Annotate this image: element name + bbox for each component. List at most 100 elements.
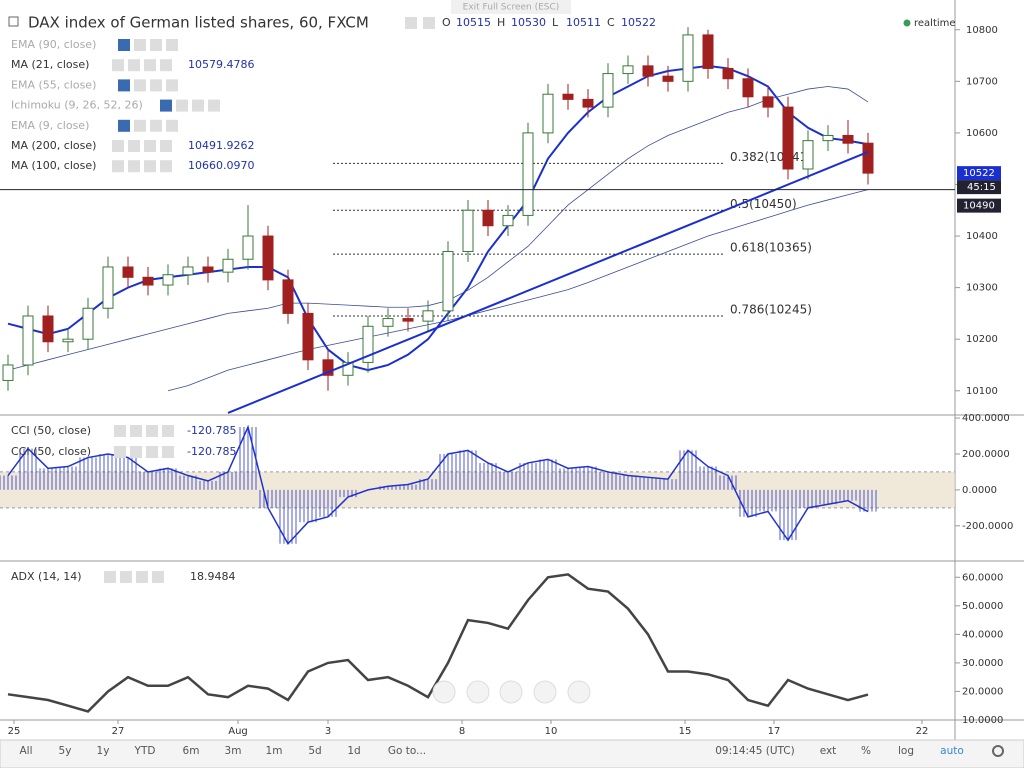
y-tick-label: 0.0000 <box>962 485 997 496</box>
scale-button[interactable]: % <box>861 745 871 757</box>
indicator-icon[interactable] <box>104 571 116 583</box>
indicator-icon[interactable] <box>112 140 124 152</box>
ohlc-key: H <box>497 16 505 29</box>
scale-button[interactable]: log <box>898 745 914 757</box>
indicator-icon[interactable] <box>118 79 130 92</box>
indicator-icon[interactable] <box>162 446 174 458</box>
candle-body <box>482 209 494 227</box>
exit-button-bg[interactable] <box>451 0 571 14</box>
zoom-out[interactable] <box>466 680 490 704</box>
indicator-icon[interactable] <box>130 446 142 458</box>
range-button[interactable]: 1m <box>266 745 283 757</box>
range-button[interactable]: 1d <box>347 745 360 757</box>
indicator-icon[interactable] <box>150 39 162 51</box>
candle-body <box>522 132 534 216</box>
range-button[interactable]: 5y <box>59 745 72 757</box>
indicator-name[interactable]: Ichimoku (9, 26, 52, 26) <box>11 99 143 112</box>
indicator-icon[interactable] <box>112 160 124 173</box>
indicator-icon[interactable] <box>146 446 158 458</box>
candle-body <box>362 325 374 363</box>
candle-body <box>862 142 874 174</box>
settings-icon[interactable] <box>405 17 417 29</box>
collapse-icon[interactable] <box>8 16 19 27</box>
indicator-icon[interactable] <box>134 119 146 132</box>
indicator-icon[interactable] <box>114 446 126 458</box>
cci-legend[interactable]: CCI (50, close) <box>11 445 91 458</box>
indicator-icon[interactable] <box>160 99 172 112</box>
x-tick-label: 15 <box>679 726 692 737</box>
candle-body <box>442 251 454 312</box>
candle-body <box>722 67 734 80</box>
scroll-right[interactable] <box>567 680 591 704</box>
adx-legend[interactable]: ADX (14, 14) <box>11 570 82 583</box>
indicator-icon[interactable] <box>160 160 172 173</box>
indicator-icon[interactable] <box>130 425 142 437</box>
candle-body <box>782 106 794 170</box>
indicator-icon[interactable] <box>128 59 140 72</box>
range-button[interactable]: 5d <box>308 745 321 757</box>
settings-gear[interactable] <box>992 745 1004 757</box>
scale-button[interactable]: ext <box>820 745 837 757</box>
indicator-icon[interactable] <box>166 79 178 92</box>
indicator-name[interactable]: EMA (55, close) <box>11 78 96 91</box>
settings-icon[interactable] <box>423 17 435 29</box>
indicator-name[interactable]: MA (200, close) <box>11 139 96 152</box>
reset[interactable] <box>499 680 523 704</box>
y-tick-label: 400.0000 <box>962 413 1010 424</box>
range-button[interactable]: 6m <box>183 745 200 757</box>
cci-legend[interactable]: CCI (50, close) <box>11 424 91 437</box>
indicator-name[interactable]: MA (21, close) <box>11 58 89 71</box>
indicator-icon[interactable] <box>192 99 204 112</box>
zoom-in[interactable] <box>533 680 557 704</box>
indicator-icon[interactable] <box>128 160 140 173</box>
indicator-value: 10491.9262 <box>188 139 254 152</box>
scale-button[interactable]: auto <box>940 745 964 757</box>
indicator-icon[interactable] <box>144 59 156 72</box>
realtime-dot <box>903 19 911 27</box>
x-tick-label: 3 <box>325 726 331 737</box>
candle-body <box>842 134 854 144</box>
indicator-icon[interactable] <box>152 571 164 583</box>
indicator-icon[interactable] <box>134 79 146 92</box>
indicator-icon[interactable] <box>166 39 178 51</box>
indicator-icon[interactable] <box>114 425 126 437</box>
indicator-name[interactable]: MA (100, close) <box>11 159 96 172</box>
indicator-icon[interactable] <box>160 59 172 72</box>
indicator-icon[interactable] <box>150 79 162 92</box>
indicator-icon[interactable] <box>160 140 172 152</box>
clock: 09:14:45 (UTC) <box>715 745 795 757</box>
indicator-icon[interactable] <box>128 140 140 152</box>
candle-body <box>402 318 414 322</box>
indicator-icon[interactable] <box>144 160 156 173</box>
indicator-name[interactable]: EMA (9, close) <box>11 119 89 132</box>
moving-average <box>167 189 869 392</box>
indicator-icon[interactable] <box>118 39 130 51</box>
indicator-icon[interactable] <box>150 119 162 132</box>
indicator-icon[interactable] <box>118 119 130 132</box>
indicator-icon[interactable] <box>144 140 156 152</box>
cci-value: -120.785 <box>187 424 236 437</box>
range-button[interactable]: 3m <box>225 745 242 757</box>
indicator-icon[interactable] <box>112 59 124 72</box>
x-tick-label: 22 <box>916 726 929 737</box>
x-tick-label: Aug <box>228 726 248 737</box>
indicator-name[interactable]: EMA (90, close) <box>11 38 96 51</box>
indicator-icon[interactable] <box>146 425 158 437</box>
range-button[interactable]: 1y <box>97 745 110 757</box>
indicator-icon[interactable] <box>162 425 174 437</box>
candle-body <box>2 364 14 381</box>
exit-fullscreen[interactable]: Exit Full Screen (ESC) <box>463 3 560 13</box>
ohlc-key: C <box>607 16 615 29</box>
range-button[interactable]: All <box>19 745 32 757</box>
range-button[interactable]: YTD <box>134 745 156 757</box>
scroll-left[interactable] <box>432 680 456 704</box>
indicator-icon[interactable] <box>166 119 178 132</box>
indicator-icon[interactable] <box>176 99 188 112</box>
indicator-icon[interactable] <box>208 99 220 112</box>
candle-body <box>162 274 174 286</box>
range-button[interactable]: Go to... <box>388 745 426 757</box>
indicator-icon[interactable] <box>136 571 148 583</box>
indicator-icon[interactable] <box>134 39 146 51</box>
indicator-icon[interactable] <box>120 571 132 583</box>
